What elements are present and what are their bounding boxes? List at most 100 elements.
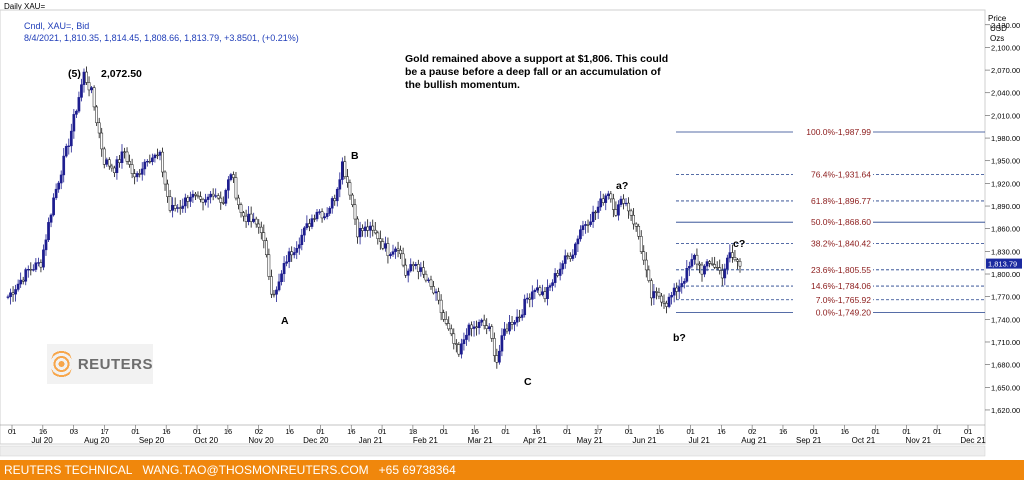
x-month-label: Aug 21 [741, 436, 767, 445]
candle-body [447, 323, 451, 330]
fib-label-bg [793, 264, 873, 275]
x-month-label: Feb 21 [413, 436, 438, 445]
x-month-label: Jul 21 [688, 436, 710, 445]
candle-body [125, 151, 129, 162]
fib-label-bg [793, 169, 873, 180]
candle-body [163, 171, 167, 185]
candle-body [409, 264, 413, 272]
y-tick-label: 1,800.00 [991, 270, 1020, 279]
candle-body [649, 280, 653, 299]
candle-body [130, 164, 134, 174]
candle-body [596, 206, 600, 213]
candle-body [725, 257, 729, 270]
candle-body [419, 267, 423, 272]
candle-body [196, 195, 200, 197]
candle-body [386, 243, 390, 257]
x-tick-label: 16 [656, 427, 664, 436]
candle-body [378, 238, 382, 242]
fib-level-label: 100.0%-1,987.99 [806, 127, 871, 137]
candle-body [343, 161, 347, 177]
candle-body [528, 297, 532, 300]
y-tick-label: 1,710.00 [991, 338, 1020, 347]
candle-body [280, 273, 283, 282]
x-tick-label: 01 [686, 427, 694, 436]
fib-level-label: 7.0%-1,765.92 [816, 295, 872, 305]
candle-body [632, 214, 635, 225]
candle-body [401, 253, 405, 266]
candle-body [166, 183, 169, 197]
y-tick-label: 1,950.00 [991, 157, 1020, 166]
candle-body [59, 174, 63, 184]
candle-body [437, 291, 440, 301]
candle-body [234, 177, 238, 199]
candle-body [161, 151, 164, 173]
candle-body [556, 273, 559, 276]
candle-body [221, 202, 225, 204]
candle-body [173, 205, 177, 209]
candle-body [37, 262, 40, 264]
candle-body [249, 213, 253, 222]
candle-body [682, 281, 686, 284]
x-tick-label: 17 [101, 427, 109, 436]
candle-body [467, 324, 471, 336]
fib-level-label: 61.8%-1,896.77 [811, 196, 871, 206]
candle-body [346, 176, 349, 183]
x-tick-label: 02 [748, 427, 756, 436]
candle-body [140, 168, 144, 175]
candle-body [465, 334, 468, 340]
candle-body [432, 286, 435, 294]
candle-body [680, 283, 684, 288]
candle-body [143, 161, 147, 170]
candle-body [424, 273, 428, 281]
x-tick-label: 16 [841, 427, 849, 436]
candle-body [396, 248, 400, 251]
candle-body [487, 326, 491, 329]
chart-scrollbar[interactable] [0, 445, 986, 457]
x-tick-label: 01 [871, 427, 879, 436]
candle-body [356, 218, 359, 238]
window-title: Daily XAU= [4, 2, 46, 11]
fib-level-label: 50.0%-1,868.60 [811, 217, 871, 227]
candle-body [457, 344, 461, 355]
x-month-label: Jan 21 [359, 436, 384, 445]
candle-body [305, 223, 309, 229]
candle-body [128, 161, 131, 165]
last-price-marker [986, 258, 1022, 269]
candle-body [135, 173, 139, 178]
candle-body [194, 193, 197, 196]
candle-body [414, 264, 418, 267]
candle-body [513, 321, 516, 325]
price-chart[interactable]: 100.0%-1,987.99 76.4%-1,931.64 61.8%-1,896… [0, 0, 1024, 460]
candle-body [300, 234, 304, 245]
candle-body [510, 321, 514, 325]
candle-body [657, 292, 661, 297]
candle-body [363, 226, 367, 231]
candle-body [543, 291, 547, 299]
candle-body [254, 218, 258, 225]
candle-body [439, 299, 443, 313]
candle-body [482, 319, 486, 326]
candle-body [49, 214, 53, 223]
axis-title-price: Price [988, 14, 1007, 23]
candle-body [584, 224, 587, 226]
candle-body [695, 254, 699, 265]
candle-body [670, 294, 673, 298]
candle-body [39, 262, 43, 268]
candle-body [176, 207, 180, 209]
candle-body [548, 285, 552, 288]
reuters-logo: REUTERS [47, 344, 153, 384]
fib-level-label: 0.0%-1,749.20 [816, 307, 872, 317]
candle-body [353, 204, 357, 220]
candle-body [591, 211, 595, 223]
y-tick-label: 2,130.00 [991, 21, 1020, 30]
y-tick-label: 1,770.00 [991, 293, 1020, 302]
candle-body [576, 238, 580, 245]
candle-body [287, 251, 291, 263]
candle-body [105, 159, 109, 165]
candle-body [672, 287, 676, 296]
candle-body [292, 252, 296, 256]
candle-body [609, 193, 613, 200]
candle-body [634, 223, 638, 227]
candle-body [713, 264, 717, 268]
candle-body [665, 303, 668, 307]
